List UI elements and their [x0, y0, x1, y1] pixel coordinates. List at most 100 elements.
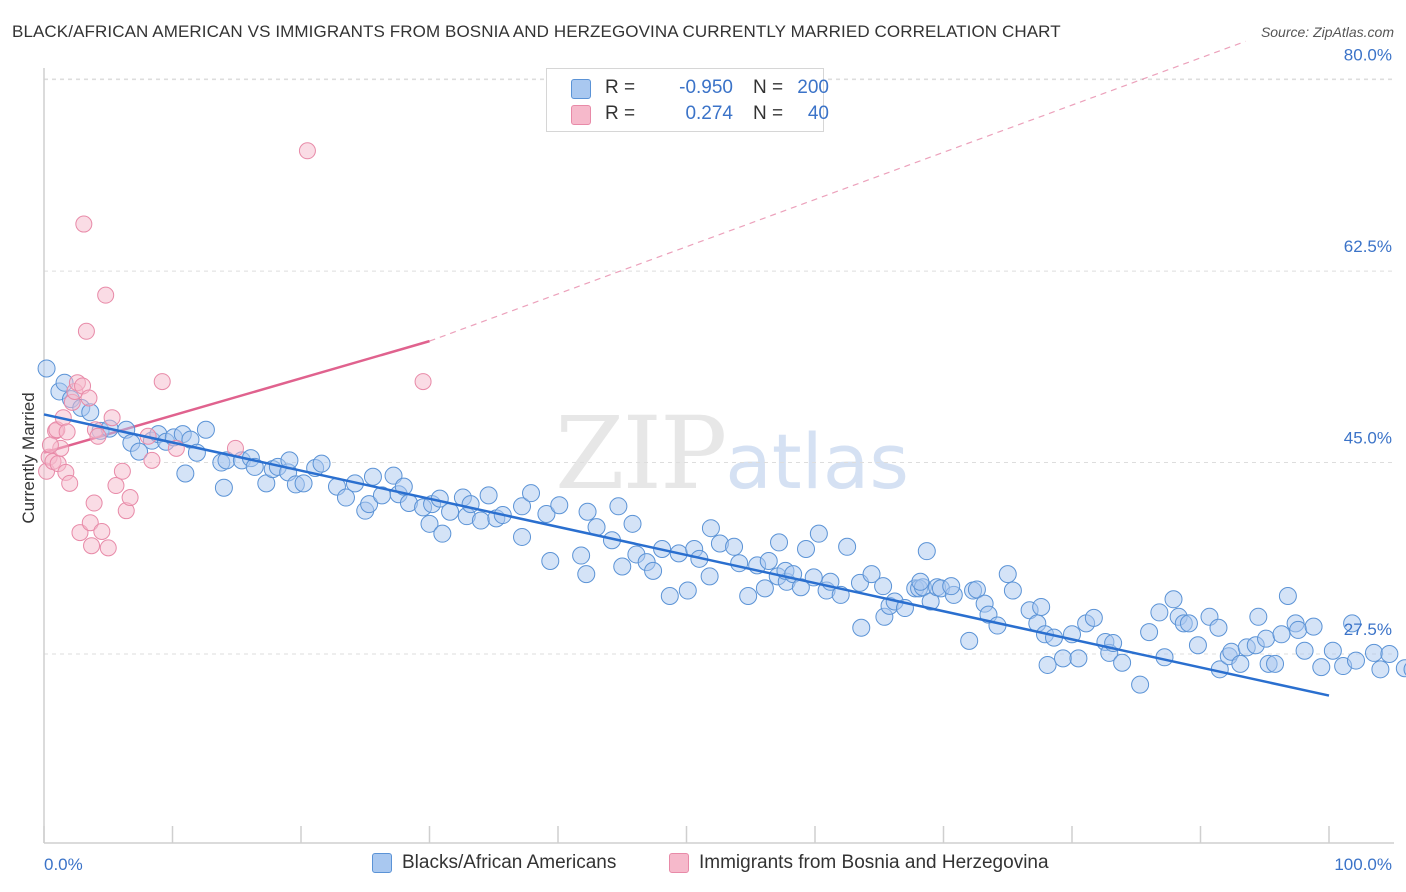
point-blue	[1304, 617, 1323, 636]
point-pink	[41, 436, 59, 454]
point-blue	[1209, 618, 1228, 637]
point-blue	[1179, 614, 1198, 633]
points-pink	[38, 142, 432, 557]
point-pink	[80, 389, 98, 407]
point-blue	[384, 466, 403, 485]
legend-label-blacks: Blacks/African Americans	[402, 852, 617, 873]
point-pink	[75, 215, 93, 233]
point-blue	[725, 537, 744, 556]
legend-r-value: 0.274	[685, 103, 733, 124]
point-blue	[998, 565, 1017, 584]
y-tick-label: 45.0%	[1344, 429, 1392, 448]
tick-labels: 80.0% 62.5% 45.0% 27.5% 0.0% 100.0% Currently …	[19, 46, 1392, 874]
trend-line-pink-extension	[429, 40, 1246, 342]
point-blue	[1140, 623, 1159, 642]
point-pink	[77, 322, 95, 340]
point-pink	[61, 474, 79, 492]
point-blue	[1084, 608, 1103, 627]
point-blue	[770, 533, 789, 552]
watermark: ZIPatlas	[555, 395, 909, 512]
point-blue	[759, 552, 778, 571]
point-blue	[196, 420, 215, 439]
point-blue	[537, 504, 556, 523]
point-blue	[1278, 587, 1297, 606]
point-blue	[1150, 603, 1169, 622]
source-label: Source: ZipAtlas.com	[1260, 24, 1394, 40]
legend-r-label: R =	[605, 103, 636, 124]
point-blue	[730, 554, 749, 573]
legend-n-label: N =	[753, 103, 784, 124]
point-blue	[37, 359, 56, 378]
legend-row-blue: R = -0.950 N = 200	[571, 75, 829, 101]
point-blue	[838, 537, 857, 556]
legend-r-label: R =	[605, 77, 636, 98]
point-pink	[81, 514, 99, 532]
point-blue	[701, 519, 720, 538]
x-tick-label: 0.0%	[44, 855, 83, 874]
point-blue	[1266, 654, 1285, 673]
point-pink	[99, 539, 117, 557]
grid-lines	[44, 78, 1394, 655]
correlation-legend: R = -0.950 N = 200 R = 0.274 N = 40	[546, 68, 829, 132]
point-pink	[71, 524, 89, 542]
point-blue	[739, 587, 758, 606]
point-blue	[1380, 645, 1399, 663]
point-blue	[613, 557, 632, 576]
point-blue	[394, 477, 413, 496]
point-blue	[1272, 625, 1291, 644]
point-blue	[294, 474, 313, 493]
trend-line-blue	[43, 413, 1330, 697]
point-blue	[336, 488, 355, 507]
y-axis-label: Currently Married	[19, 392, 38, 523]
point-pink	[93, 522, 111, 540]
legend-label-bosnia: Immigrants from Bosnia and Herzegovina	[699, 852, 1049, 873]
legend-swatch-pink	[669, 853, 689, 873]
point-pink	[85, 494, 103, 512]
point-blue	[874, 577, 893, 596]
point-pink	[414, 373, 432, 391]
point-pink	[113, 462, 131, 480]
legend-row-pink: R = 0.274 N = 40	[571, 101, 829, 127]
point-blue	[1257, 629, 1276, 648]
point-blue	[1231, 654, 1250, 673]
point-blue	[852, 618, 871, 637]
x-tick-label: 100.0%	[1334, 855, 1392, 874]
legend-swatch-blue	[571, 79, 591, 99]
point-blue	[1371, 660, 1390, 679]
point-blue	[1312, 658, 1331, 677]
point-blue	[1346, 651, 1365, 670]
point-blue	[577, 565, 596, 584]
point-blue	[809, 524, 828, 543]
watermark-atlas: atlas	[725, 417, 909, 506]
point-blue	[797, 539, 816, 558]
point-blue	[550, 496, 569, 515]
point-blue	[1364, 643, 1383, 662]
point-blue	[420, 514, 439, 533]
legend-r-value: -0.950	[679, 77, 733, 98]
points-blue	[37, 359, 1406, 694]
point-blue	[623, 514, 642, 533]
point-blue	[1003, 581, 1022, 600]
point-blue	[130, 442, 149, 461]
point-blue	[471, 511, 490, 530]
point-blue	[513, 527, 532, 546]
point-blue	[917, 542, 936, 561]
watermark-zip: ZIP	[555, 395, 727, 512]
point-blue	[1395, 659, 1406, 678]
legend-n-label: N =	[753, 77, 784, 98]
point-blue	[644, 561, 663, 580]
point-blue	[911, 572, 930, 591]
point-blue	[1113, 653, 1132, 672]
point-blue	[678, 581, 697, 600]
point-blue	[479, 486, 498, 505]
point-blue	[862, 565, 881, 584]
point-blue	[660, 587, 679, 606]
point-blue	[1323, 641, 1342, 660]
point-pink	[83, 537, 101, 555]
point-blue	[176, 464, 195, 483]
legend-n-value: 200	[797, 77, 829, 98]
point-blue	[214, 478, 233, 497]
point-blue	[522, 484, 541, 503]
point-blue	[360, 495, 379, 514]
